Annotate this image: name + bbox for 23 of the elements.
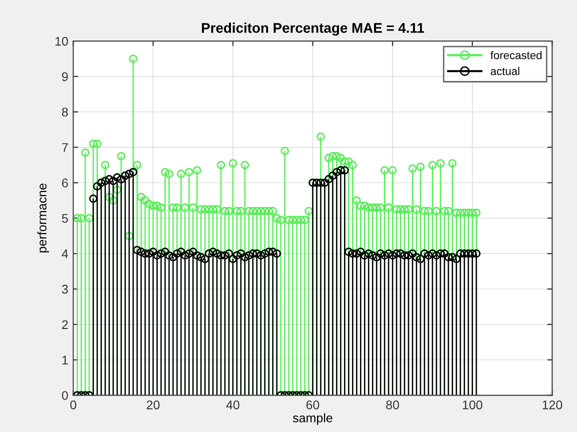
y-tick-label: 2 — [62, 320, 68, 329]
y-tick-label: 0 — [62, 391, 68, 400]
y-tick-label: 5 — [62, 214, 68, 223]
x-tick-label: 80 — [386, 400, 400, 410]
legend-label: actual — [490, 66, 520, 76]
y-tick-label: 6 — [62, 178, 68, 188]
legend-label: forecasted — [490, 51, 542, 60]
x-tick-label: 60 — [306, 400, 320, 410]
y-axis-title: performacne — [37, 184, 49, 252]
chart-title: Prediciton Percentage MAE = 4.11 — [202, 22, 424, 36]
y-tick-label: 4 — [62, 250, 68, 258]
x-tick-label: 120 — [542, 400, 562, 410]
y-tick-label: 9 — [62, 72, 68, 82]
x-tick-label: 0 — [70, 400, 76, 410]
x-tick-label: 40 — [226, 400, 240, 410]
y-tick-label: 1 — [62, 356, 68, 364]
y-tick-label: 3 — [62, 284, 68, 294]
y-tick-label: 7 — [62, 143, 68, 152]
x-tick-label: 20 — [146, 400, 160, 410]
x-tick-label: 100 — [462, 400, 482, 410]
x-axis-title: sample — [292, 413, 332, 425]
y-tick-label: 10 — [55, 36, 68, 46]
y-tick-label: 8 — [62, 108, 68, 117]
